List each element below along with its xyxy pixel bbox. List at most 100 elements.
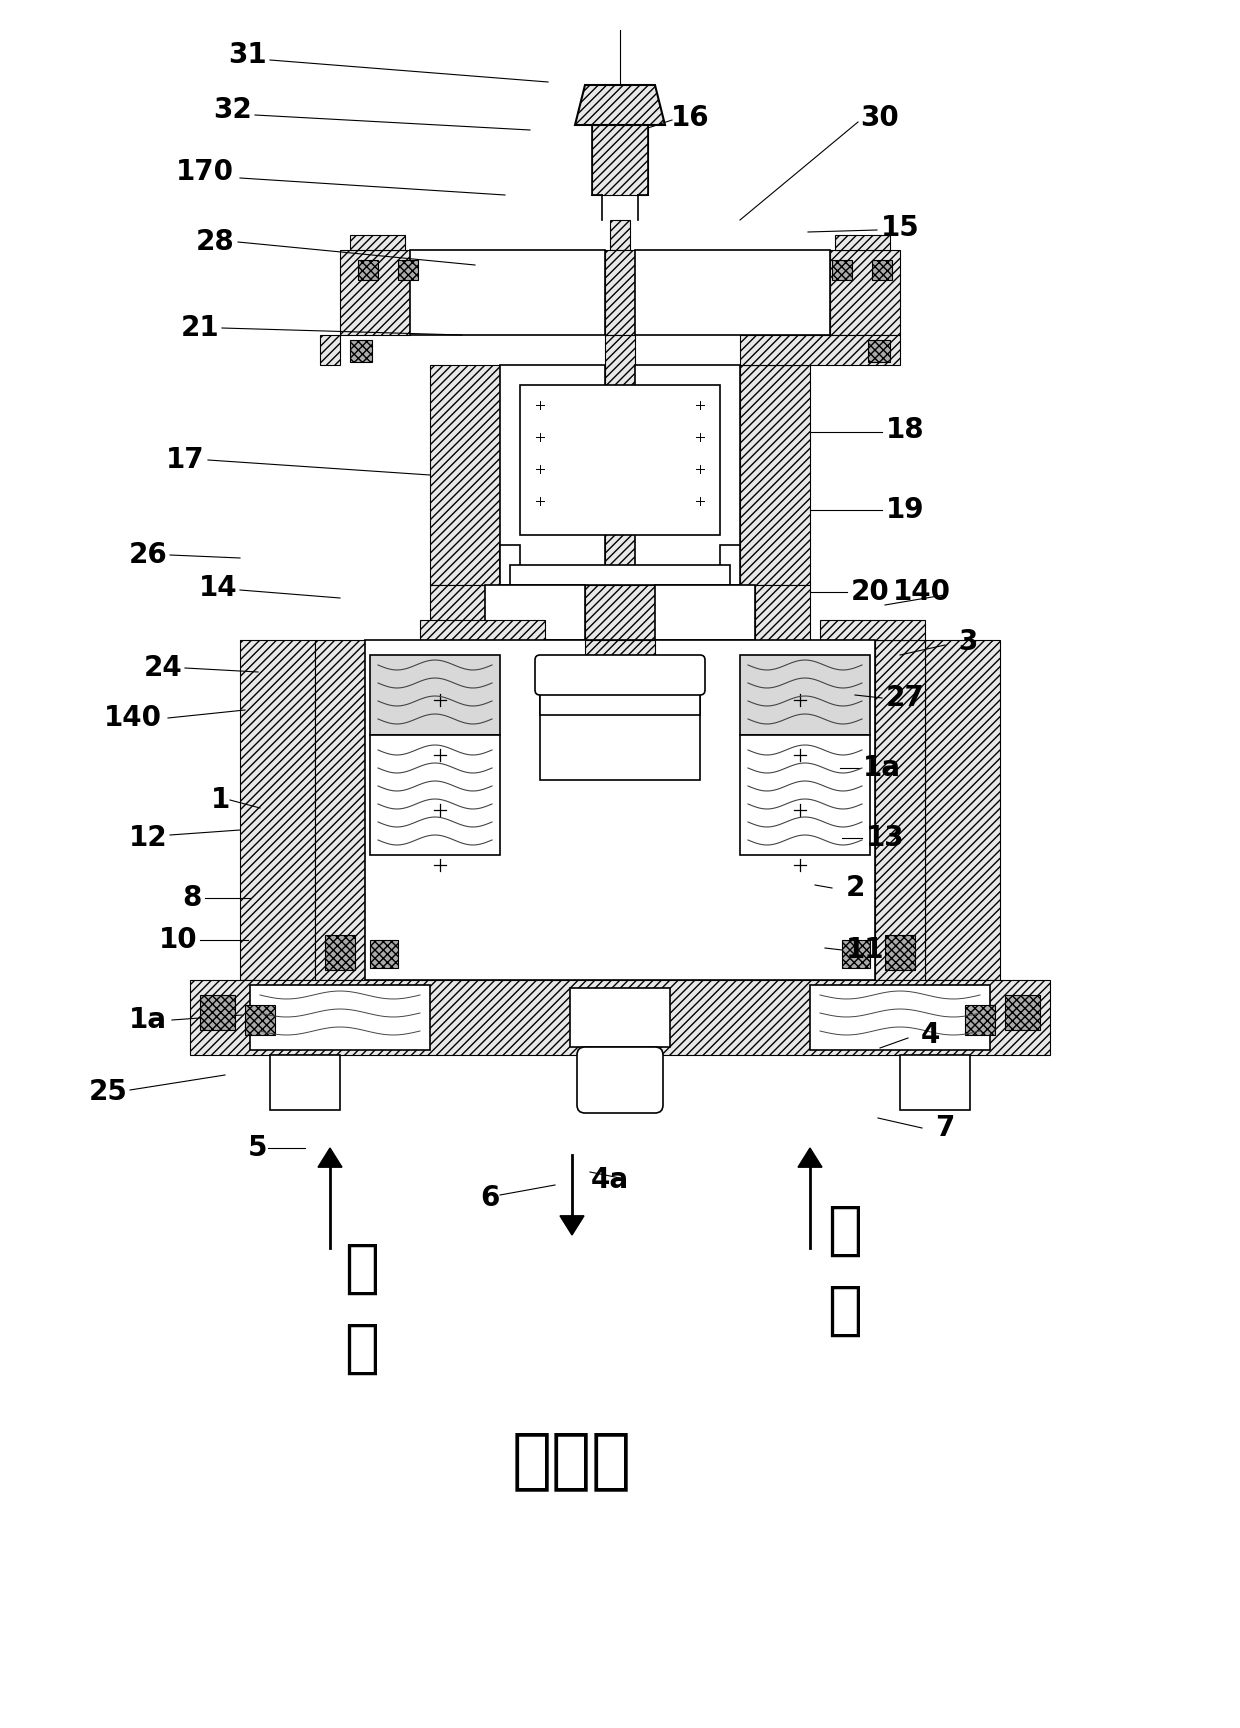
Bar [925,639,999,980]
Bar [868,340,890,361]
Text: 13: 13 [866,824,904,852]
Bar [740,335,900,365]
Bar [740,734,870,855]
Bar [591,124,649,195]
Text: 28: 28 [196,228,234,256]
Text: 1a: 1a [863,753,901,783]
Text: 11: 11 [846,937,884,964]
Bar [810,985,990,1051]
Bar [510,565,730,586]
Bar [365,639,875,980]
Bar [485,586,585,639]
Bar [872,259,892,280]
Text: 17: 17 [166,446,205,473]
Polygon shape [317,1147,342,1166]
Bar [500,365,605,586]
Text: 2: 2 [846,874,864,902]
Text: 140: 140 [104,703,162,733]
Bar [430,365,500,586]
Bar [358,259,378,280]
Text: 5: 5 [248,1134,268,1161]
Text: 1a: 1a [129,1006,167,1033]
Text: 31: 31 [228,41,268,69]
Text: 18: 18 [885,416,924,444]
Bar [720,544,740,586]
Bar [520,385,720,536]
Bar [420,620,546,639]
Bar [740,655,870,734]
Text: 4: 4 [920,1021,940,1049]
Text: 21: 21 [181,314,219,342]
Bar [755,586,810,639]
Text: 27: 27 [885,684,924,712]
Bar [500,544,520,586]
Text: 冷: 冷 [827,1201,863,1258]
Text: 14: 14 [198,574,237,601]
Bar [200,995,236,1030]
Bar [398,259,418,280]
Bar [241,639,315,980]
Polygon shape [560,1217,584,1236]
Bar [585,639,655,684]
Text: 热: 热 [345,1239,379,1296]
Bar [830,251,900,335]
Text: 32: 32 [213,97,253,124]
Bar [370,734,500,855]
Text: 水: 水 [345,1320,379,1377]
Bar [539,684,701,715]
Text: 4a: 4a [591,1166,629,1194]
Bar [370,940,398,968]
Text: 6: 6 [480,1184,500,1211]
Bar [270,1056,340,1109]
Bar [570,988,670,1047]
Text: 7: 7 [935,1115,955,1142]
Bar [842,940,870,968]
Bar [340,251,410,335]
Text: 170: 170 [176,157,234,187]
Bar [655,586,755,639]
Text: 8: 8 [182,885,202,912]
Bar [250,985,430,1051]
Text: 3: 3 [959,627,977,657]
Bar [350,235,405,251]
Bar [635,251,830,335]
Bar [835,235,890,251]
Bar [539,660,701,779]
Bar [820,620,925,639]
Bar [370,655,500,734]
Text: 26: 26 [129,541,167,569]
Bar [635,365,740,586]
Bar [885,935,915,969]
Bar [585,1056,655,1096]
Text: 25: 25 [88,1078,128,1106]
Text: 30: 30 [861,104,899,131]
Text: 12: 12 [129,824,167,852]
FancyBboxPatch shape [577,1047,663,1113]
Text: 1: 1 [211,786,229,814]
Bar [325,935,355,969]
Text: 混合水: 混合水 [512,1427,632,1493]
Text: 20: 20 [851,577,889,607]
Bar [610,219,630,251]
Bar [190,980,1050,1056]
Bar [605,335,635,586]
Bar [740,365,810,586]
Bar [900,1056,970,1109]
Bar [315,639,365,980]
Text: 水: 水 [827,1282,863,1339]
Text: 19: 19 [885,496,924,524]
Bar [246,1006,275,1035]
Text: 24: 24 [144,653,182,683]
Bar [320,335,340,365]
Text: 140: 140 [893,577,951,607]
Bar [430,586,485,639]
Bar [965,1006,994,1035]
Bar [875,639,925,980]
Bar [350,340,372,361]
FancyBboxPatch shape [534,655,706,695]
Bar [832,259,852,280]
Text: 16: 16 [671,104,709,131]
Bar [605,251,635,335]
Bar [410,251,605,335]
Bar [585,586,655,639]
